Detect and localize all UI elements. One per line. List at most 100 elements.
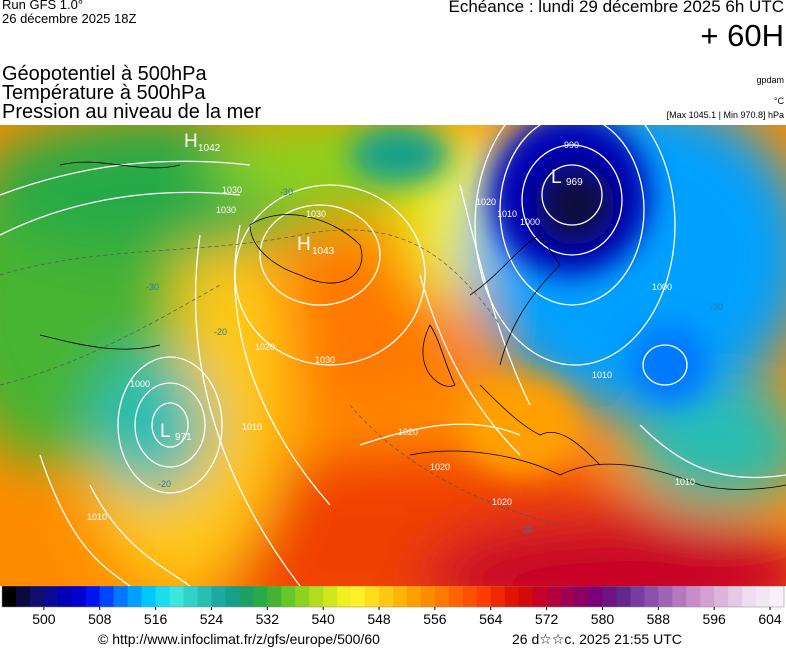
color-swatch [183,586,198,607]
color-swatch [616,586,631,607]
color-swatch [406,586,422,607]
color-swatch [239,586,254,607]
color-swatch [420,586,436,607]
color-swatch [686,586,701,607]
color-swatch [490,586,506,607]
color-swatch [728,586,743,607]
color-swatch [476,586,492,607]
color-swatch [2,586,17,607]
lead-time: + 60H [700,18,784,53]
colorbar-label: 604 [758,611,782,627]
unit: gpdam [756,75,784,85]
color-swatch [323,586,338,607]
isobar-label: 1030 [216,205,236,215]
color-swatch [393,586,408,607]
colorbar-label: 524 [200,611,224,627]
isobar-label: 1020 [476,197,496,207]
color-swatch [197,586,212,607]
isobars [0,125,786,586]
color-swatch [351,586,366,607]
color-swatch [700,586,715,607]
isotherm-label: -20 [214,327,227,337]
color-swatch [574,586,589,607]
color-swatch [169,586,185,607]
coastlines [39,161,786,490]
isobar-label: 1030 [306,209,326,219]
color-swatch [546,586,562,607]
color-swatch [281,586,296,607]
color-swatch [434,586,450,607]
isotherm-label: -20 [158,479,171,489]
isobar-label: 1020 [398,427,418,437]
colorbar-label: 548 [367,611,391,627]
colorbar-label: 588 [647,611,671,627]
color-swatch [57,586,73,607]
isobar-label: 1020 [255,342,275,352]
color-swatch [448,586,464,607]
pressure-label: 969 [566,177,583,188]
isotherm-label: -20 [520,525,533,535]
isotherm-label: -30 [710,302,723,312]
color-swatch [365,586,380,607]
colorbar-label: 508 [88,611,112,627]
unit: °C [773,96,784,106]
colorbar-frame [1,586,785,608]
pressure-label: 1043 [312,246,335,257]
isobar-label: 1020 [492,497,512,507]
color-swatch [29,586,45,607]
isotherm-label: -30 [280,187,293,197]
color-swatch [560,586,576,607]
source-url: © http://www.infoclimat.fr/z/gfs/europe/… [98,631,380,647]
colorbar-label: 596 [702,611,726,627]
colorbar-label: 556 [423,611,447,627]
color-swatch [155,586,171,607]
isobar-label: 990 [564,140,579,150]
color-swatch [532,586,548,607]
field-shading: H 1042 L 969 H 1043 L 971 990 1030 1030 … [0,125,786,586]
low-marker: L [160,421,171,442]
color-swatch [337,586,352,607]
color-swatch [630,586,645,607]
valid-time: Echéance : lundi 29 décembre 2025 6h UTC [448,0,784,16]
color-swatch [43,586,59,607]
colorbar-label: 516 [144,611,168,627]
colorbar-label: 580 [591,611,615,627]
color-swatch [309,586,324,607]
field: Température à 500hPa [2,82,206,104]
color-swatch [602,586,617,607]
map: H 1042 L 969 H 1043 L 971 990 1030 1030 … [0,125,786,586]
isobar-label: 1000 [652,282,672,292]
color-swatch [756,586,771,607]
colorbar: 500 508 516 524 532 540 548 556 564 572 580 588 596 6… [1,586,785,627]
color-swatch [113,586,129,607]
color-swatch [85,586,101,607]
colorbar-label: 540 [311,611,335,627]
pressure-label: 971 [175,432,192,443]
color-swatch [462,586,478,607]
color-swatch [672,586,687,607]
color-swatch [99,586,115,607]
timestamp: 26 d☆☆c. 2025 21:55 UTC [512,631,682,647]
pressure-label: 1042 [198,143,221,154]
isobar-label: 1030 [222,185,242,195]
color-swatch [770,586,785,607]
isotherm-label: -30 [146,282,159,292]
isobar-label: 1010 [592,370,612,380]
isobar-label: 1020 [430,462,450,472]
color-swatch [211,586,226,607]
color-swatch [71,586,87,607]
color-swatch [253,586,268,607]
low-marker: L [551,167,562,188]
high-marker: H [297,234,311,255]
isobar-label: 1010 [497,209,517,219]
map-labels: H 1042 L 969 H 1043 L 971 990 1030 1030 … [87,131,723,535]
isobar-label: 1010 [242,422,262,432]
color-swatch [267,586,282,607]
color-swatch [714,586,729,607]
extremes: [Max 1045.1 | Min 970.8] hPa [666,110,784,120]
isobar-label: 1000 [520,217,540,227]
isobar-label: 1010 [87,512,107,522]
run-date: 26 décembre 2025 18Z [2,11,137,26]
color-swatch [225,586,240,607]
